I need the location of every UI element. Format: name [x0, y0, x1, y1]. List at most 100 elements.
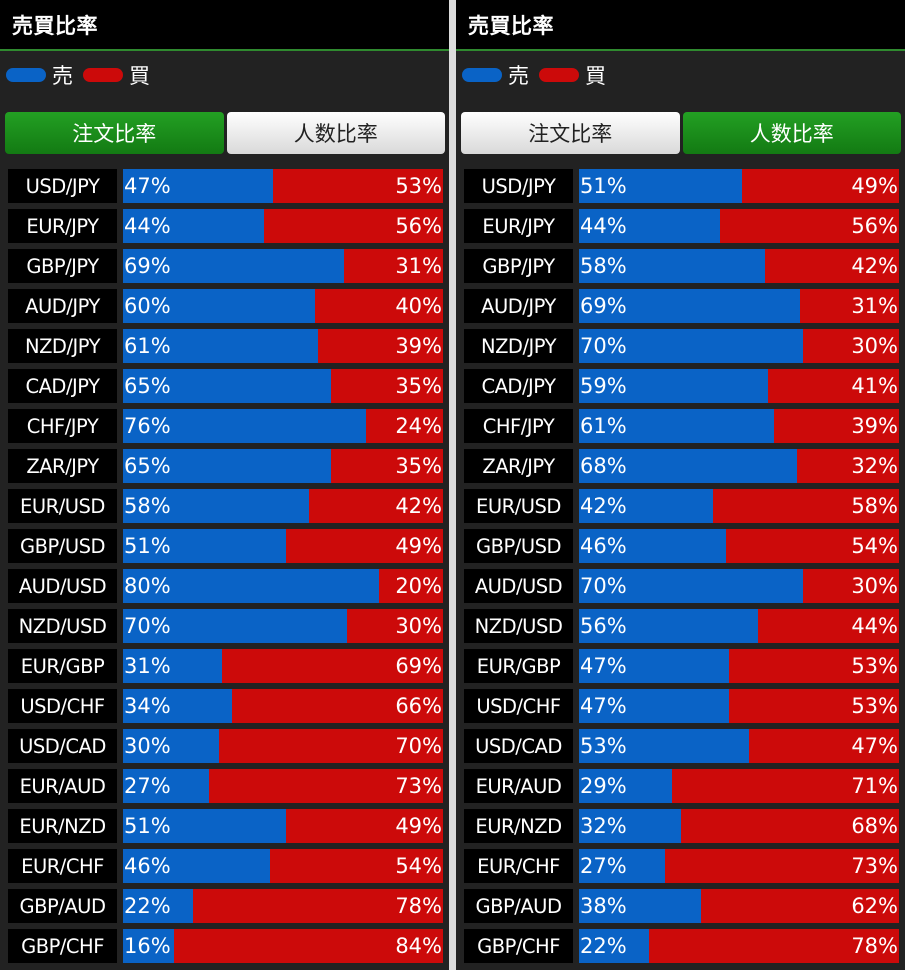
currency-pair-label: USD/JPY — [8, 169, 117, 203]
currency-pair-label: USD/CHF — [464, 689, 573, 723]
sell-bar-fill — [123, 489, 309, 523]
sell-percentage: 47% — [580, 654, 627, 678]
ratio-bar: 68% 32% — [579, 449, 899, 483]
sell-percentage: 65% — [124, 454, 171, 478]
currency-pair-label: USD/CAD — [464, 729, 573, 763]
buy-percentage: 49% — [395, 814, 442, 838]
sell-bar-fill — [123, 649, 223, 683]
ratio-row: EUR/AUD 29% 71% — [464, 769, 901, 803]
tab-order-ratio[interactable]: 注文比率 — [5, 112, 224, 154]
ratio-row: CAD/JPY 65% 35% — [8, 369, 445, 403]
sell-bar-fill — [123, 449, 331, 483]
ratio-row: EUR/GBP 31% 69% — [8, 649, 445, 683]
sell-bar-fill — [579, 369, 768, 403]
ratio-row: GBP/USD 46% 54% — [464, 529, 901, 563]
ratio-bar: 42% 58% — [579, 489, 899, 523]
sell-bar-fill — [123, 209, 264, 243]
currency-pair-label: CHF/JPY — [464, 409, 573, 443]
ratio-row: NZD/USD 56% 44% — [464, 609, 901, 643]
tab-order-ratio[interactable]: 注文比率 — [461, 112, 680, 154]
sell-percentage: 61% — [580, 414, 627, 438]
ratio-bar: 70% 30% — [123, 609, 443, 643]
sell-percentage: 60% — [124, 294, 171, 318]
ratio-row: GBP/CHF 22% 78% — [464, 929, 901, 963]
ratio-row: CAD/JPY 59% 41% — [464, 369, 901, 403]
ratio-bar: 65% 35% — [123, 369, 443, 403]
ratio-row: AUD/JPY 60% 40% — [8, 289, 445, 323]
sell-percentage: 27% — [580, 854, 627, 878]
currency-pair-label: NZD/JPY — [464, 329, 573, 363]
buy-percentage: 54% — [851, 534, 898, 558]
sell-percentage: 34% — [124, 694, 171, 718]
buy-percentage: 49% — [395, 534, 442, 558]
ratio-rows: USD/JPY 51% 49% EUR/JPY 44% 56% GBP/JPY 58% 42% A… — [464, 169, 901, 969]
sell-bar-fill — [123, 889, 194, 923]
tab-trader-ratio[interactable]: 人数比率 — [682, 112, 901, 154]
currency-pair-label: USD/CHF — [8, 689, 117, 723]
ratio-row: USD/JPY 47% 53% — [8, 169, 445, 203]
buy-percentage: 31% — [395, 254, 442, 278]
ratio-row: USD/CAD 53% 47% — [464, 729, 901, 763]
sell-percentage: 69% — [124, 254, 171, 278]
ratio-bar: 29% 71% — [579, 769, 899, 803]
ratio-bar: 44% 56% — [579, 209, 899, 243]
currency-pair-label: AUD/USD — [8, 569, 117, 603]
ratio-row: GBP/JPY 58% 42% — [464, 249, 901, 283]
ratio-bar: 61% 39% — [579, 409, 899, 443]
ratio-bar: 51% 49% — [123, 529, 443, 563]
ratio-bar: 58% 42% — [579, 249, 899, 283]
ratio-bar: 65% 35% — [123, 449, 443, 483]
ratio-bar: 38% 62% — [579, 889, 899, 923]
sell-percentage: 30% — [124, 734, 171, 758]
currency-pair-label: AUD/JPY — [464, 289, 573, 323]
sell-bar-fill — [579, 169, 743, 203]
sell-bar-fill — [123, 929, 175, 963]
sell-bar-fill — [579, 449, 797, 483]
ratio-row: USD/CAD 30% 70% — [8, 729, 445, 763]
sell-bar-fill — [123, 529, 287, 563]
ratio-row: GBP/USD 51% 49% — [8, 529, 445, 563]
buy-percentage: 30% — [851, 574, 898, 598]
currency-pair-label: GBP/AUD — [464, 889, 573, 923]
sell-percentage: 42% — [580, 494, 627, 518]
ratio-bar: 69% 31% — [579, 289, 899, 323]
buy-percentage: 70% — [395, 734, 442, 758]
ratio-row: NZD/JPY 61% 39% — [8, 329, 445, 363]
sell-bar-fill — [579, 249, 765, 283]
buy-percentage: 30% — [851, 334, 898, 358]
ratio-bar: 47% 53% — [123, 169, 443, 203]
ratio-bar: 76% 24% — [123, 409, 443, 443]
currency-pair-label: GBP/JPY — [464, 249, 573, 283]
sell-bar-fill — [123, 809, 287, 843]
ratio-row: AUD/USD 70% 30% — [464, 569, 901, 603]
ratio-tabs: 注文比率 人数比率 — [461, 112, 901, 154]
buy-color-swatch — [83, 68, 123, 82]
currency-pair-label: AUD/USD — [464, 569, 573, 603]
sell-bar-fill — [579, 569, 803, 603]
currency-pair-label: ZAR/JPY — [8, 449, 117, 483]
currency-pair-label: EUR/CHF — [8, 849, 117, 883]
ratio-row: GBP/JPY 69% 31% — [8, 249, 445, 283]
buy-percentage: 35% — [395, 374, 442, 398]
buy-percentage: 39% — [851, 414, 898, 438]
ratio-row: EUR/USD 42% 58% — [464, 489, 901, 523]
sell-percentage: 46% — [580, 534, 627, 558]
ratio-bar: 47% 53% — [579, 689, 899, 723]
ratio-panel-orders: 売買比率 売 買 注文比率 人数比率 USD/JPY 47% 53% EUR/JPY 4… — [0, 0, 449, 970]
ratio-bar: 51% 49% — [123, 809, 443, 843]
sell-percentage: 22% — [580, 934, 627, 958]
buy-percentage: 30% — [395, 614, 442, 638]
sell-percentage: 16% — [124, 934, 171, 958]
buy-percentage: 54% — [395, 854, 442, 878]
buy-percentage: 66% — [395, 694, 442, 718]
sell-percentage: 51% — [124, 534, 171, 558]
ratio-row: USD/JPY 51% 49% — [464, 169, 901, 203]
legend-buy-label: 買 — [129, 64, 150, 88]
tab-trader-ratio[interactable]: 人数比率 — [226, 112, 445, 154]
currency-pair-label: EUR/NZD — [464, 809, 573, 843]
ratio-bar: 32% 68% — [579, 809, 899, 843]
buy-percentage: 58% — [851, 494, 898, 518]
sell-percentage: 51% — [580, 174, 627, 198]
legend: 売 買 — [462, 61, 616, 89]
currency-pair-label: NZD/USD — [8, 609, 117, 643]
